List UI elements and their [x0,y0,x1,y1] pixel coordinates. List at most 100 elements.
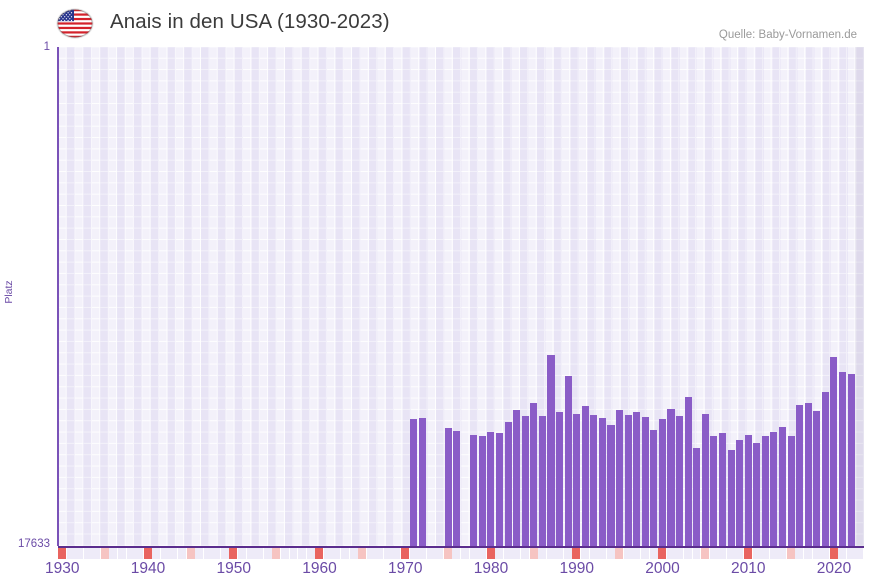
x-axis-tick [340,548,349,559]
bar [821,392,829,546]
x-axis-tick [649,548,658,559]
x-axis-tick [623,548,632,559]
x-axis-tick [212,548,221,559]
x-axis-tick [761,548,770,559]
x-axis-tick [83,548,92,559]
x-axis-label: 1930 [45,560,80,577]
bar [470,435,478,546]
x-axis-tick-strip [58,548,864,559]
x-axis-tick [641,548,650,559]
bar [770,432,778,546]
x-axis-tick [392,548,401,559]
bar [830,357,838,546]
x-axis-tick [203,548,212,559]
x-axis-tick [186,548,195,559]
y-axis-bottom-tick-label: 17633 [18,538,50,550]
bar [684,397,692,546]
bar [581,406,589,546]
bar [813,411,821,546]
x-axis-tick [409,548,418,559]
no-data-band [855,47,864,546]
bar [487,432,495,546]
bar [598,418,606,546]
bar [616,410,624,546]
bar [504,422,512,546]
x-axis-tick [306,548,315,559]
x-axis-tick [66,548,75,559]
bar [736,440,744,546]
x-axis-tick [160,548,169,559]
x-axis-tick [709,548,718,559]
x-axis-tick [375,548,384,559]
x-axis-label: 1970 [388,560,423,577]
bar [513,410,521,546]
bar [667,409,675,546]
x-axis-tick [812,548,821,559]
bar [607,425,615,546]
x-axis-tick [692,548,701,559]
bars-container [58,47,864,546]
bar [444,428,452,546]
x-axis-tick [332,548,341,559]
bar [556,412,564,546]
x-axis-label: 2000 [645,560,680,577]
x-axis-tick [118,548,126,559]
x-axis-tick [220,548,229,559]
bar [624,415,632,546]
x-axis-tick [546,548,555,559]
x-axis-tick [358,548,367,559]
x-axis-tick [632,548,641,559]
page-title: Anais in den USA (1930-2023) [110,10,390,33]
bar [564,376,572,546]
x-axis-label: 2020 [816,560,852,577]
bar [753,443,761,546]
x-axis-tick [829,548,838,559]
bar [478,436,486,546]
bar [796,405,804,546]
x-axis-label: 1990 [559,560,594,577]
x-axis-tick [238,548,247,559]
bar [710,436,718,546]
bar [547,355,555,546]
bar [418,418,426,546]
x-axis-tick [726,548,735,559]
x-axis-tick [461,548,469,559]
bar [693,448,701,546]
bar [633,412,641,546]
x-axis-tick [178,548,186,559]
x-axis-tick [280,548,289,559]
x-axis-tick [435,548,444,559]
x-axis-label: 1940 [130,560,166,577]
plot-area [58,47,864,546]
x-axis-tick [366,548,375,559]
source-label: Quelle: Baby-Vornamen.de [718,29,857,41]
x-axis-tick [92,548,101,559]
x-axis-tick [769,548,778,559]
x-axis-tick [469,548,478,559]
bar [701,414,709,546]
x-axis-tick [229,548,238,559]
x-axis-tick [718,548,727,559]
bar [847,374,855,546]
x-axis-tick [418,548,427,559]
x-axis-tick [152,548,161,559]
chart-header: Anais in den USA (1930-2023) Quelle: Bab… [0,0,873,44]
x-axis-tick [443,548,452,559]
x-axis-tick [512,548,521,559]
bar [676,416,684,546]
x-axis-tick [315,548,324,559]
x-axis-tick [529,548,538,559]
x-axis-tick [598,548,607,559]
x-axis-tick [555,548,564,559]
x-axis-label: 1960 [302,560,337,577]
x-axis-tick [821,548,830,559]
x-axis-tick [589,548,598,559]
x-axis-label: 1980 [473,560,509,577]
y-axis-title: Platz [3,280,15,304]
x-axis-tick [778,548,787,559]
x-axis-tick [846,548,855,559]
x-axis-label: 2010 [730,560,766,577]
bar [453,431,461,546]
x-axis-tick [109,548,118,559]
